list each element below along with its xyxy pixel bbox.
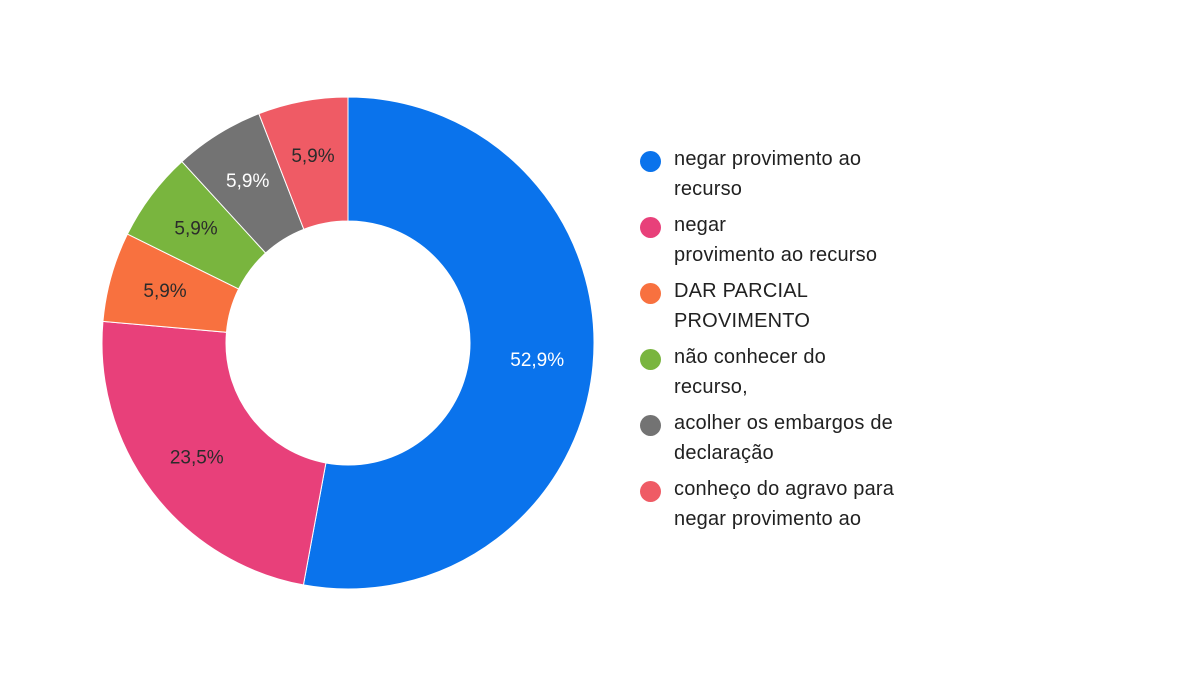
legend-item-4: não conhecer do recurso, (640, 342, 960, 402)
legend-swatch-1 (640, 151, 661, 172)
chart-legend: negar provimento ao recurso negar provime… (640, 144, 960, 540)
legend-item-3: DAR PARCIAL PROVIMENTO (640, 276, 960, 336)
legend-label-6: conheço do agravo para negar provimento … (674, 478, 895, 530)
legend-label-5: acolher os embargos de declaração (674, 412, 893, 464)
legend-item-5: acolher os embargos de declaração (640, 408, 960, 468)
legend-label-4: não conhecer do recurso, (674, 346, 827, 398)
legend-swatch-6 (640, 481, 661, 502)
slice-label-3: 5,9% (143, 281, 186, 302)
legend-item-2: negar provimento ao recurso (640, 210, 960, 270)
legend-label-3: DAR PARCIAL PROVIMENTO (674, 280, 811, 332)
donut-slice-2 (101, 320, 327, 586)
slice-label-6: 5,9% (291, 146, 334, 167)
slice-label-1: 52,9% (510, 350, 564, 371)
legend-swatch-2 (640, 217, 661, 238)
legend-item-6: conheço do agravo para negar provimento … (640, 474, 960, 534)
donut-slice-1 (302, 96, 595, 590)
legend-swatch-4 (640, 349, 661, 370)
slice-label-4: 5,9% (174, 218, 217, 239)
legend-swatch-3 (640, 283, 661, 304)
donut-slice-6 (258, 96, 349, 230)
legend-item-1: negar provimento ao recurso (640, 144, 960, 204)
legend-label-1: negar provimento ao recurso (674, 148, 862, 200)
legend-swatch-5 (640, 415, 661, 436)
slice-label-5: 5,9% (226, 171, 269, 192)
slice-label-2: 23,5% (170, 448, 224, 469)
legend-label-2: negar provimento ao recurso (674, 214, 878, 266)
